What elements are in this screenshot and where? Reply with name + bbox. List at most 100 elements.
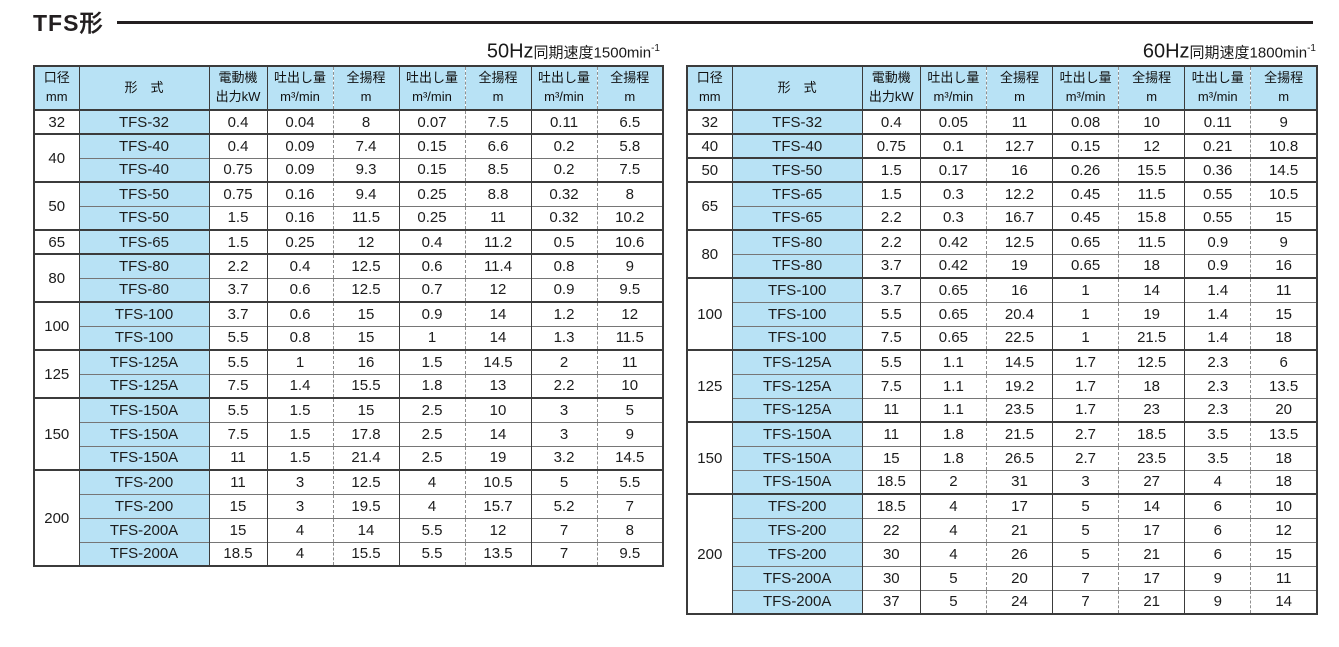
model-cell: TFS-200: [78, 493, 210, 518]
table-row: 40 TFS-40 0.75 0.1 12.7 0.15 12 0.21 10.8: [686, 133, 1318, 158]
flow-cell: 1.3: [530, 325, 598, 350]
head-cell: 9: [1250, 109, 1318, 134]
head-cell: 12: [464, 517, 532, 542]
power-cell: 7.5: [208, 373, 268, 398]
flow-cell: 0.6: [266, 301, 334, 326]
head-cell: 17: [1118, 517, 1186, 542]
head-cell: 23.5: [1118, 445, 1186, 470]
head-cell: 23.5: [985, 397, 1054, 422]
head-cell: 5.8: [596, 133, 664, 158]
power-cell: 0.4: [208, 109, 268, 134]
table-row: 32 TFS-32 0.4 0.05 11 0.08 10 0.11 9: [686, 109, 1318, 134]
flow-cell: 6: [1184, 493, 1252, 518]
flow-cell: 2.5: [398, 397, 466, 422]
flow-cell: 4: [1184, 469, 1252, 494]
flow-cell: 9: [1184, 565, 1252, 590]
head-cell: 12.2: [985, 181, 1054, 206]
head-cell: 16: [332, 349, 400, 374]
head-cell: 14.5: [596, 445, 664, 470]
bore-cell: 80: [33, 253, 80, 302]
head-cell: 12: [1118, 133, 1186, 158]
col-header-bore: 口径 mm: [686, 66, 733, 111]
flow-cell: 0.45: [1052, 205, 1120, 230]
flow-cell: 2: [530, 349, 598, 374]
head-cell: 14: [464, 421, 532, 446]
head-cell: 21: [985, 517, 1054, 542]
head-cell: 15.7: [464, 493, 532, 518]
flow-cell: 0.25: [398, 181, 466, 206]
head-cell: 11: [596, 349, 664, 374]
bore-cell: 32: [686, 109, 733, 134]
head-cell: 7: [596, 493, 664, 518]
head-cell: 16: [1250, 253, 1318, 278]
speed-value: 1800min: [1249, 44, 1308, 62]
flow-cell: 5.5: [398, 541, 466, 566]
head-cell: 20.4: [985, 301, 1054, 326]
model-cell: TFS-150A: [731, 421, 863, 446]
flow-cell: 5: [919, 565, 987, 590]
head-cell: 11: [464, 205, 532, 230]
power-cell: 0.75: [208, 157, 268, 182]
bore-cell: 50: [33, 181, 80, 230]
head-cell: 12: [332, 229, 400, 254]
bore-cell: 200: [686, 493, 733, 614]
head-cell: 18: [1250, 445, 1318, 470]
table-block-50hz: 50Hz同期速度1500min-1 口径 mm 形 式 電動機 出力kW 吐出し量 m…: [33, 34, 664, 567]
head-cell: 10: [1250, 493, 1318, 518]
page-title: TFS形: [33, 10, 104, 36]
col-header-flow-3: 吐出し量 m³/min: [530, 66, 598, 111]
table-row: TFS-100 5.5 0.8 15 1 14 1.3 11.5: [34, 325, 664, 350]
head-cell: 21.5: [985, 421, 1054, 446]
model-cell: TFS-150A: [78, 445, 210, 470]
flow-cell: 2.7: [1052, 445, 1120, 470]
flow-cell: 0.45: [1052, 181, 1120, 206]
model-cell: TFS-32: [78, 109, 210, 134]
table-body-60hz: 32 TFS-32 0.4 0.05 11 0.08 10 0.11 9 40 TFS-40 0.75…: [686, 109, 1318, 614]
flow-cell: 0.08: [1052, 109, 1120, 134]
head-cell: 10.5: [1250, 181, 1318, 206]
table-block-60hz: 60Hz同期速度1800min-1 口径 mm 形 式 電動機 出力kW 吐出し量 m…: [686, 34, 1318, 615]
flow-cell: 0.65: [919, 325, 987, 350]
head-cell: 15: [332, 325, 400, 350]
model-cell: TFS-65: [78, 229, 210, 254]
table-row: 100 TFS-100 3.7 0.65 16 1 14 1.4 11: [686, 277, 1318, 350]
power-cell: 11: [861, 421, 921, 446]
head-cell: 18: [1118, 373, 1186, 398]
flow-cell: 0.11: [530, 109, 598, 134]
flow-cell: 1.4: [1184, 301, 1252, 326]
head-cell: 15: [1250, 301, 1318, 326]
head-cell: 14: [464, 325, 532, 350]
flow-cell: 0.5: [530, 229, 598, 254]
flow-cell: 0.65: [1052, 229, 1120, 254]
power-cell: 15: [208, 493, 268, 518]
head-cell: 14: [1118, 493, 1186, 518]
flow-cell: 0.05: [919, 109, 987, 134]
flow-cell: 1.5: [266, 421, 334, 446]
flow-cell: 5: [919, 589, 987, 614]
power-cell: 2.2: [861, 229, 921, 254]
flow-cell: 5: [1052, 517, 1120, 542]
flow-cell: 0.25: [266, 229, 334, 254]
bore-cell: 150: [33, 397, 80, 470]
flow-cell: 0.21: [1184, 133, 1252, 158]
flow-cell: 0.42: [919, 229, 987, 254]
flow-cell: 0.6: [266, 277, 334, 302]
model-cell: TFS-80: [731, 229, 863, 254]
power-cell: 5.5: [208, 349, 268, 374]
flow-cell: 0.11: [1184, 109, 1252, 134]
head-cell: 11: [1250, 565, 1318, 590]
flow-cell: 0.3: [919, 181, 987, 206]
page-header: TFS形: [33, 4, 1313, 38]
flow-cell: 4: [919, 541, 987, 566]
head-cell: 18: [1250, 325, 1318, 350]
bore-cell: 80: [686, 229, 733, 278]
power-cell: 1.5: [861, 181, 921, 206]
flow-cell: 0.7: [398, 277, 466, 302]
table-row: TFS-150A 18.5 2 31 3 27 4 18: [687, 469, 1318, 494]
flow-cell: 4: [266, 517, 334, 542]
power-cell: 1.5: [208, 205, 268, 230]
head-cell: 11.5: [596, 325, 664, 350]
flow-cell: 0.25: [398, 205, 466, 230]
head-cell: 9: [1250, 229, 1318, 254]
power-cell: 11: [861, 397, 921, 422]
